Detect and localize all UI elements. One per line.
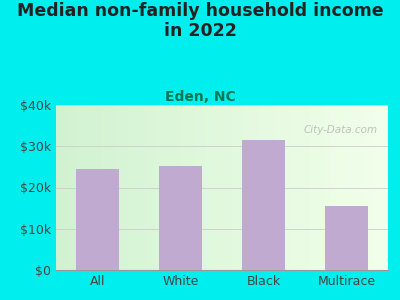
- Text: Eden, NC: Eden, NC: [165, 90, 235, 104]
- Bar: [242, 140, 285, 270]
- Bar: [325, 206, 368, 270]
- Text: Median non-family household income
in 2022: Median non-family household income in 20…: [17, 2, 383, 40]
- Bar: [159, 166, 202, 270]
- Bar: [76, 169, 119, 270]
- Text: City-Data.com: City-Data.com: [304, 125, 378, 135]
